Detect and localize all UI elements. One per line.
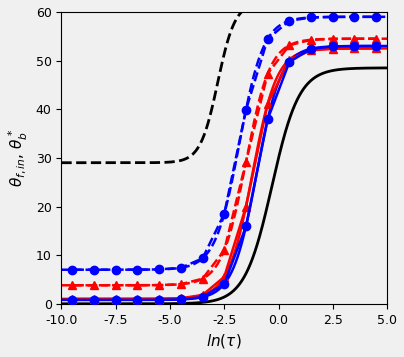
Y-axis label: $\theta_{f,in}$, $\theta_b^*$: $\theta_{f,in}$, $\theta_b^*$ bbox=[7, 129, 30, 187]
X-axis label: $ln(\tau)$: $ln(\tau)$ bbox=[206, 332, 242, 350]
